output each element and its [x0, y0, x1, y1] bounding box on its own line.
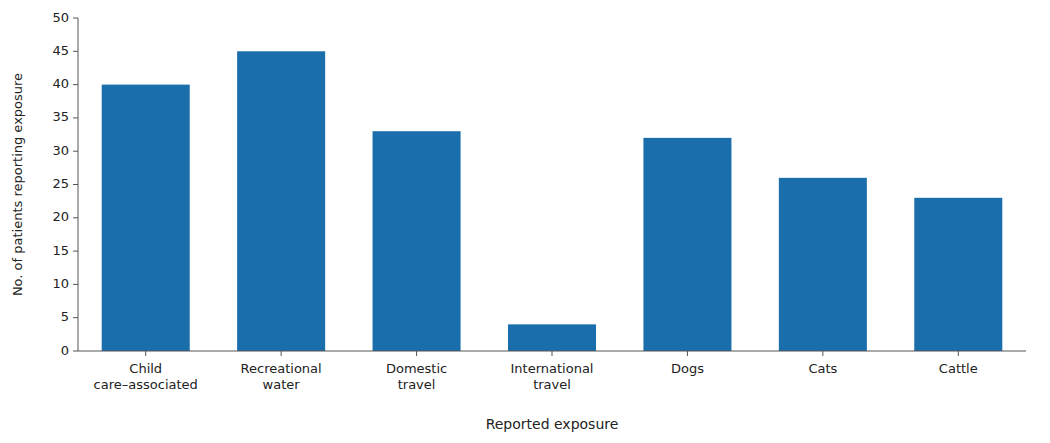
x-tick-label-line: travel	[398, 377, 436, 392]
y-tick-label: 25	[52, 176, 69, 191]
axes: 0 5 10 15 20 25 30 35 40 45 50 Childcare–associated…	[52, 10, 1026, 393]
x-tick-label-line: Child	[129, 361, 162, 376]
y-axis-title: No. of patients reporting exposure	[10, 73, 25, 296]
bar	[914, 198, 1002, 351]
bar	[373, 131, 461, 351]
x-tick	[687, 351, 688, 356]
x-tick	[822, 351, 823, 356]
bar	[508, 324, 596, 351]
x-tick-label-line: Dogs	[671, 361, 704, 376]
x-tick-label: Cats	[808, 361, 837, 376]
y-tick	[73, 117, 78, 118]
x-tick	[958, 351, 959, 356]
x-tick-label-line: Recreational	[241, 361, 322, 376]
x-tick	[416, 351, 417, 356]
y-tick-label: 40	[52, 76, 69, 91]
x-tick-label-line: care–associated	[94, 377, 198, 392]
bar	[237, 51, 325, 351]
x-tick-label: Recreationalwater	[241, 361, 322, 392]
bar	[643, 138, 731, 351]
x-tick-label: Domestictravel	[386, 361, 447, 392]
bar	[102, 85, 190, 351]
x-tick-label: Internationaltravel	[511, 361, 594, 392]
x-tick-label-line: water	[263, 377, 301, 392]
y-tick	[73, 51, 78, 52]
x-tick-label-line: Cattle	[939, 361, 978, 376]
x-tick	[145, 351, 146, 356]
y-tick	[73, 284, 78, 285]
y-tick-label: 0	[61, 343, 69, 358]
y-tick	[73, 184, 78, 185]
y-tick-label: 50	[52, 10, 69, 25]
y-tick-label: 20	[52, 209, 69, 224]
x-tick-label-line: International	[511, 361, 594, 376]
y-tick	[73, 84, 78, 85]
x-tick-label-line: travel	[533, 377, 571, 392]
y-tick-label: 10	[52, 276, 69, 291]
bars	[102, 51, 1003, 351]
x-axis-title: Reported exposure	[486, 416, 619, 432]
y-tick	[73, 151, 78, 152]
x-tick	[281, 351, 282, 356]
y-tick	[73, 217, 78, 218]
x-tick-label: Dogs	[671, 361, 704, 376]
y-tick-label: 30	[52, 143, 69, 158]
y-tick	[73, 18, 78, 19]
chart-container: 0 5 10 15 20 25 30 35 40 45 50 Childcare–associated…	[0, 0, 1050, 443]
x-tick-label: Childcare–associated	[94, 361, 198, 392]
y-tick-label: 15	[52, 243, 69, 258]
x-tick-label: Cattle	[939, 361, 978, 376]
y-tick-label: 5	[61, 309, 69, 324]
y-tick	[73, 251, 78, 252]
y-tick	[73, 317, 78, 318]
y-tick-label: 45	[52, 43, 69, 58]
y-tick-label: 35	[52, 109, 69, 124]
x-tick	[552, 351, 553, 356]
x-tick-label-line: Domestic	[386, 361, 447, 376]
x-tick-label-line: Cats	[808, 361, 837, 376]
y-tick	[73, 351, 78, 352]
bar	[779, 178, 867, 351]
chart-svg: 0 5 10 15 20 25 30 35 40 45 50 Childcare–associated…	[0, 0, 1050, 443]
